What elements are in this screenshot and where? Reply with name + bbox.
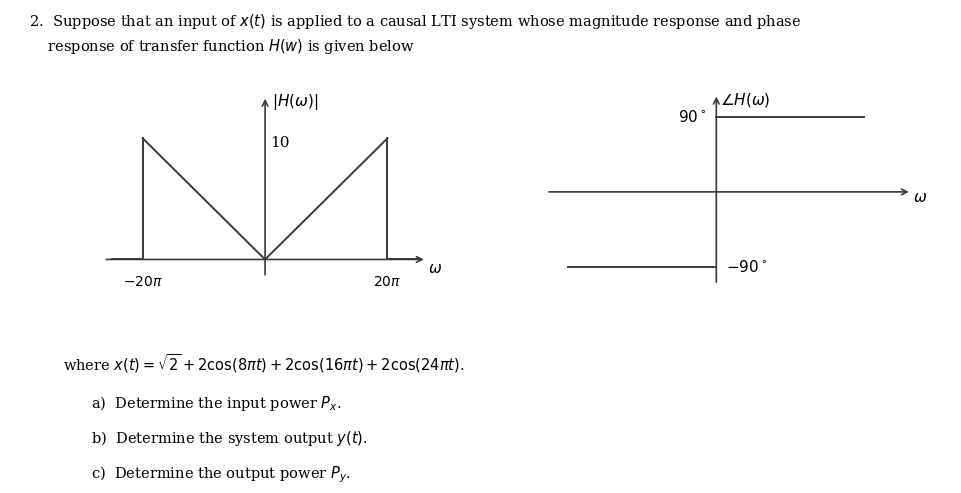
- Text: 2.  Suppose that an input of $x(t)$ is applied to a causal LTI system whose magn: 2. Suppose that an input of $x(t)$ is ap…: [29, 12, 801, 32]
- Text: b)  Determine the system output $y(t)$.: b) Determine the system output $y(t)$.: [91, 429, 368, 448]
- Text: $-90^\circ$: $-90^\circ$: [725, 259, 766, 275]
- Text: $|H(\omega)|$: $|H(\omega)|$: [272, 92, 318, 112]
- Text: 10: 10: [270, 136, 289, 150]
- Text: response of transfer function $H(w)$ is given below: response of transfer function $H(w)$ is …: [29, 37, 414, 56]
- Text: where $x(t) = \sqrt{2} + 2\cos(8\pi t) + 2\cos(16\pi t) + 2\cos(24\pi t)$.: where $x(t) = \sqrt{2} + 2\cos(8\pi t) +…: [62, 352, 464, 375]
- Text: $\omega$: $\omega$: [428, 262, 441, 276]
- Text: a)  Determine the input power $P_x$.: a) Determine the input power $P_x$.: [91, 394, 341, 414]
- Text: $-20\pi$: $-20\pi$: [123, 275, 162, 289]
- Text: $\angle H(\omega)$: $\angle H(\omega)$: [720, 91, 770, 109]
- Text: $20\pi$: $20\pi$: [373, 275, 401, 289]
- Text: $\omega$: $\omega$: [912, 191, 926, 205]
- Text: $90^\circ$: $90^\circ$: [678, 109, 706, 125]
- Text: c)  Determine the output power $P_y$.: c) Determine the output power $P_y$.: [91, 464, 351, 485]
